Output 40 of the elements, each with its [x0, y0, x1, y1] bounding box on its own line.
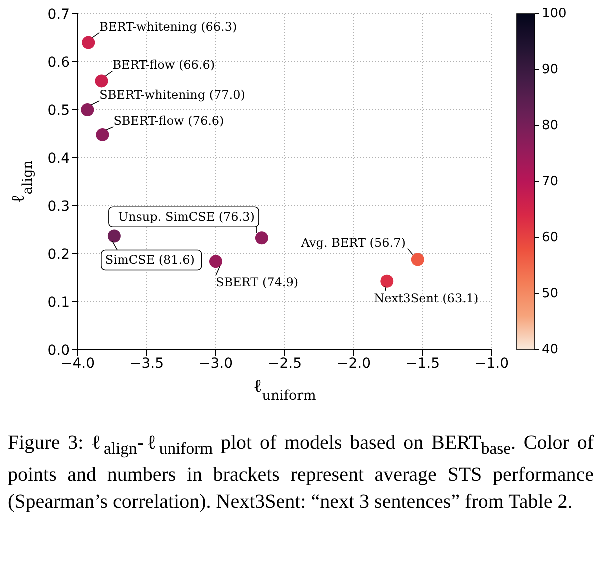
- color-bar-label: 40: [542, 342, 559, 358]
- point: [210, 255, 222, 268]
- point: [96, 128, 110, 142]
- point: [82, 36, 96, 50]
- annotation: SBERT (74.9): [216, 276, 299, 290]
- color-bar-label: 80: [542, 118, 559, 134]
- annotation: Unsup. SimCSE (76.3): [118, 210, 255, 224]
- annotation: BERT-whitening (66.3): [100, 20, 238, 34]
- color-bar-label: 100: [542, 6, 567, 22]
- x-tick-label: −3.5: [130, 356, 164, 372]
- color-bar-label: 50: [542, 286, 559, 302]
- annotation: SimCSE (81.6): [105, 253, 195, 268]
- point: [95, 74, 108, 88]
- color-bar-label: 90: [542, 62, 559, 78]
- text: Figure 3: ℓ$_{align}$-ℓ$_{uniform}$ plot of models based on BERT$_{base}$. Color of points and numbers in brackets represent average STS performance (Spearman’s correlation). Next3Sent: “next 3 sentences” from Table 2.: [8, 432, 594, 513]
- y-tick-label: 0.5: [48, 102, 70, 119]
- annotation: SBERT-whitening (77.0): [100, 88, 246, 102]
- point: [81, 104, 94, 116]
- point: [108, 230, 121, 243]
- x-tick-label: −2.5: [268, 356, 302, 372]
- annotation: BERT-flow (66.6): [112, 58, 216, 72]
- y-tick-label: 0.6: [48, 54, 70, 71]
- y-tick-label: 0.2: [48, 246, 70, 263]
- point: [255, 232, 268, 245]
- point: [411, 253, 424, 266]
- x-tick-label: −1.5: [406, 356, 440, 372]
- y-tick-label: 0.1: [48, 294, 70, 311]
- x-tick-label: −3.0: [199, 356, 233, 372]
- x-axis-title: ℓ$_{uniform}$: [254, 376, 317, 404]
- color-bar-label: 70: [542, 174, 559, 190]
- x-tick-label: −2.0: [337, 356, 371, 372]
- y-tick-label: 0.3: [48, 198, 70, 215]
- annotation: Avg. BERT (56.7): [300, 236, 406, 250]
- y-tick-label: 0.7: [48, 6, 70, 23]
- y-tick-label: 0.4: [48, 150, 70, 167]
- annotation: SBERT-flow (76.6): [114, 114, 224, 128]
- annotation: Next3Sent (63.1): [374, 291, 479, 306]
- point: [380, 274, 394, 288]
- color-bar-label: 60: [542, 230, 559, 246]
- x-tick-label: −1.0: [475, 356, 509, 372]
